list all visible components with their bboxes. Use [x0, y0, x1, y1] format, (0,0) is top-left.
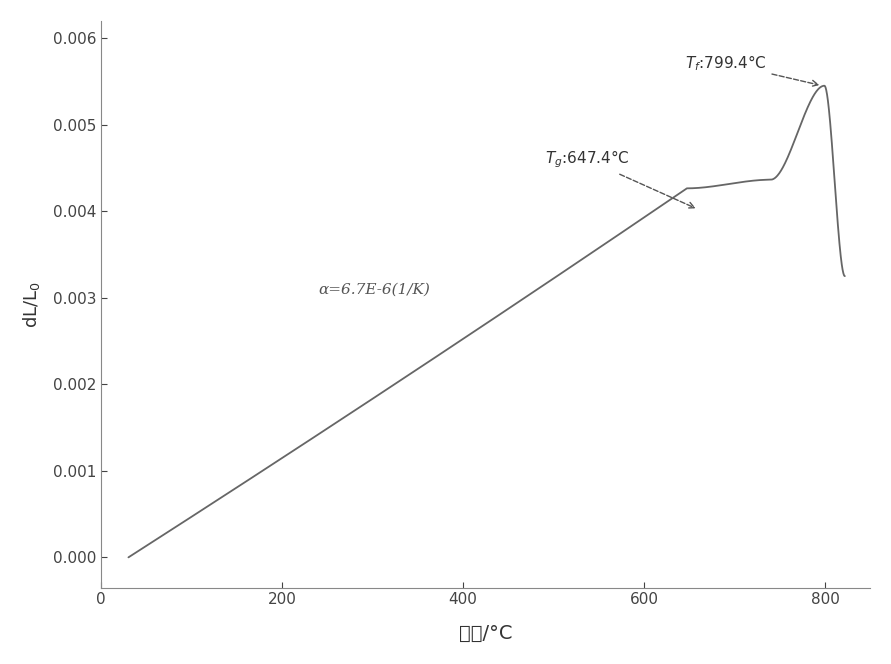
Text: α=6.7E-6(1/K): α=6.7E-6(1/K) [318, 282, 430, 296]
X-axis label: 温度/°C: 温度/°C [459, 624, 512, 643]
Text: $T_g$:647.4°C: $T_g$:647.4°C [544, 149, 694, 208]
Text: $T_f$:799.4°C: $T_f$:799.4°C [685, 53, 818, 86]
Y-axis label: dL/L$_0$: dL/L$_0$ [20, 281, 42, 328]
